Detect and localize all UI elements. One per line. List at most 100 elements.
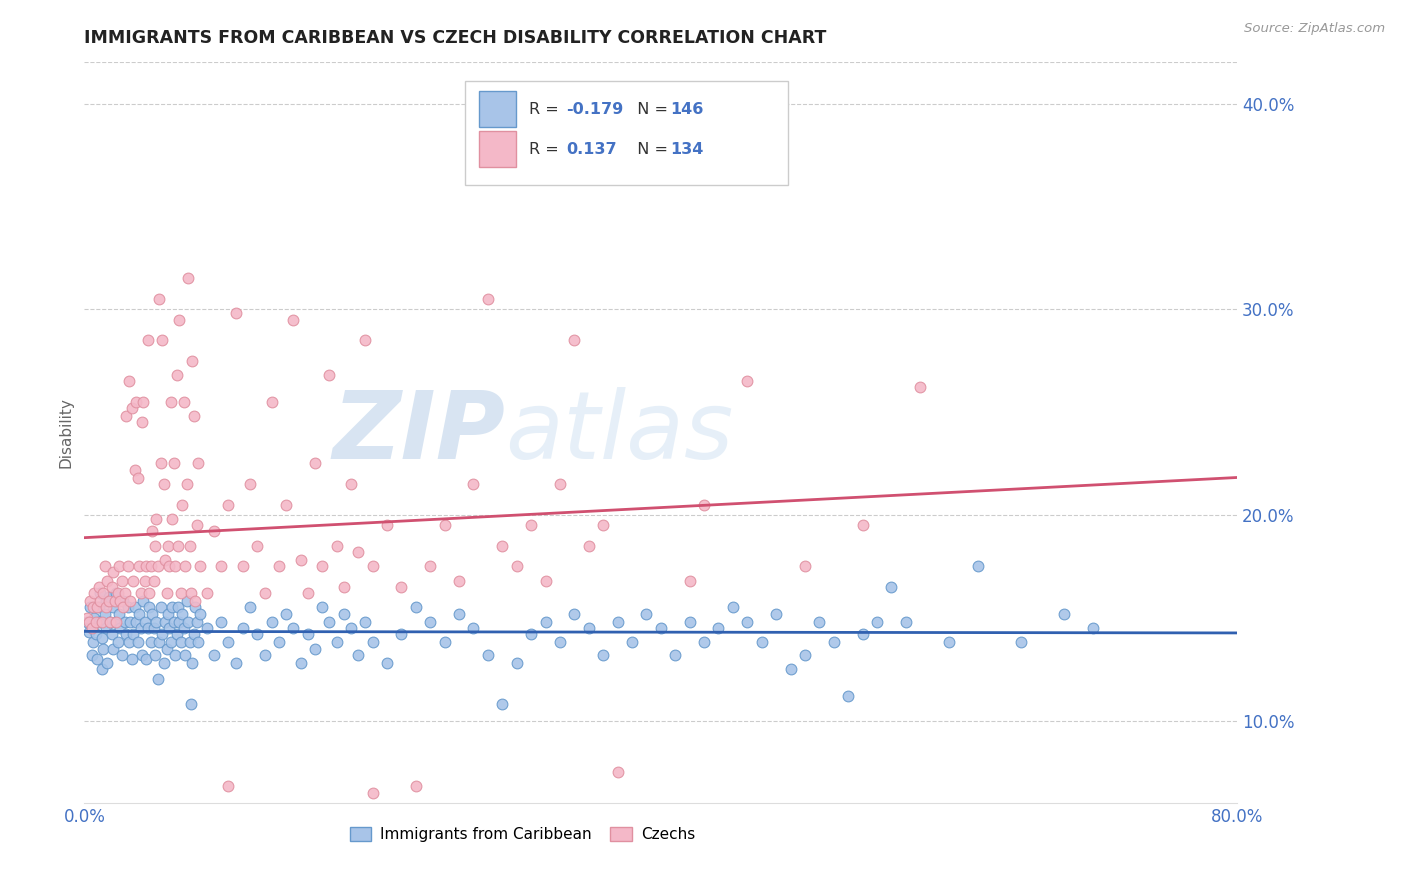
Point [112, 594, 135, 608]
Point [354, 615, 377, 629]
Point [83, 586, 105, 600]
Point [131, 415, 153, 429]
Bar [478, 91, 516, 127]
Point [156, 539, 179, 553]
Point [105, 586, 128, 600]
Point [153, 615, 176, 629]
Point [117, 600, 139, 615]
Point [172, 607, 194, 621]
Point [105, 615, 128, 629]
Point [636, 607, 658, 621]
Point [391, 627, 413, 641]
Text: 134: 134 [671, 142, 703, 157]
Point [260, 615, 283, 629]
Point [837, 689, 859, 703]
Point [157, 559, 180, 574]
Text: N =: N = [627, 102, 673, 117]
Point [311, 559, 333, 574]
Point [152, 477, 174, 491]
Point [163, 615, 186, 629]
Point [79, 594, 101, 608]
Point [129, 586, 152, 600]
Point [110, 594, 132, 608]
Point [117, 559, 139, 574]
Point [77, 625, 100, 640]
Point [794, 648, 817, 662]
Bar [478, 131, 516, 167]
Point [167, 539, 190, 553]
Point [866, 615, 889, 629]
Point [138, 586, 160, 600]
Point [318, 368, 340, 382]
Point [232, 621, 254, 635]
Point [103, 641, 124, 656]
Point [174, 648, 197, 662]
Point [183, 627, 205, 641]
Point [449, 574, 471, 588]
Point [179, 539, 201, 553]
Point [177, 615, 200, 629]
Point [148, 292, 170, 306]
Point [96, 574, 118, 588]
Point [91, 641, 114, 656]
Point [141, 607, 163, 621]
Point [180, 697, 202, 711]
Point [87, 600, 110, 615]
Text: R =: R = [530, 102, 564, 117]
Point [110, 621, 132, 635]
Point [225, 306, 247, 320]
Point [128, 559, 150, 574]
Point [152, 656, 174, 670]
Point [679, 574, 702, 588]
Point [139, 635, 162, 649]
Point [578, 539, 600, 553]
Point [166, 627, 188, 641]
Point [578, 621, 600, 635]
Point [157, 621, 180, 635]
Point [405, 600, 427, 615]
Point [122, 627, 145, 641]
Point [169, 312, 191, 326]
Point [132, 594, 155, 608]
Point [463, 621, 485, 635]
Point [765, 607, 787, 621]
Legend: Immigrants from Caribbean, Czechs: Immigrants from Caribbean, Czechs [343, 821, 702, 848]
Point [155, 586, 177, 600]
Point [188, 559, 211, 574]
Point [693, 635, 716, 649]
Point [136, 333, 159, 347]
Point [606, 764, 628, 779]
Point [823, 635, 845, 649]
Point [174, 559, 197, 574]
Point [118, 374, 141, 388]
Point [100, 580, 122, 594]
Point [155, 641, 177, 656]
Point [86, 652, 108, 666]
Point [142, 621, 165, 635]
Point [179, 635, 201, 649]
Point [297, 627, 319, 641]
Point [361, 785, 384, 799]
Point [419, 559, 441, 574]
Point [188, 607, 211, 621]
Point [87, 615, 110, 629]
Point [506, 656, 529, 670]
Point [139, 559, 162, 574]
Point [150, 627, 173, 641]
Point [181, 353, 204, 368]
Point [808, 615, 831, 629]
Point [534, 615, 557, 629]
Point [621, 635, 644, 649]
Point [107, 586, 129, 600]
Point [96, 656, 118, 670]
Point [94, 594, 117, 608]
Point [80, 621, 103, 635]
Point [82, 635, 104, 649]
Point [477, 292, 499, 306]
Point [160, 635, 183, 649]
Point [794, 559, 817, 574]
Point [433, 635, 456, 649]
Point [477, 648, 499, 662]
Point [131, 648, 153, 662]
Point [98, 615, 121, 629]
